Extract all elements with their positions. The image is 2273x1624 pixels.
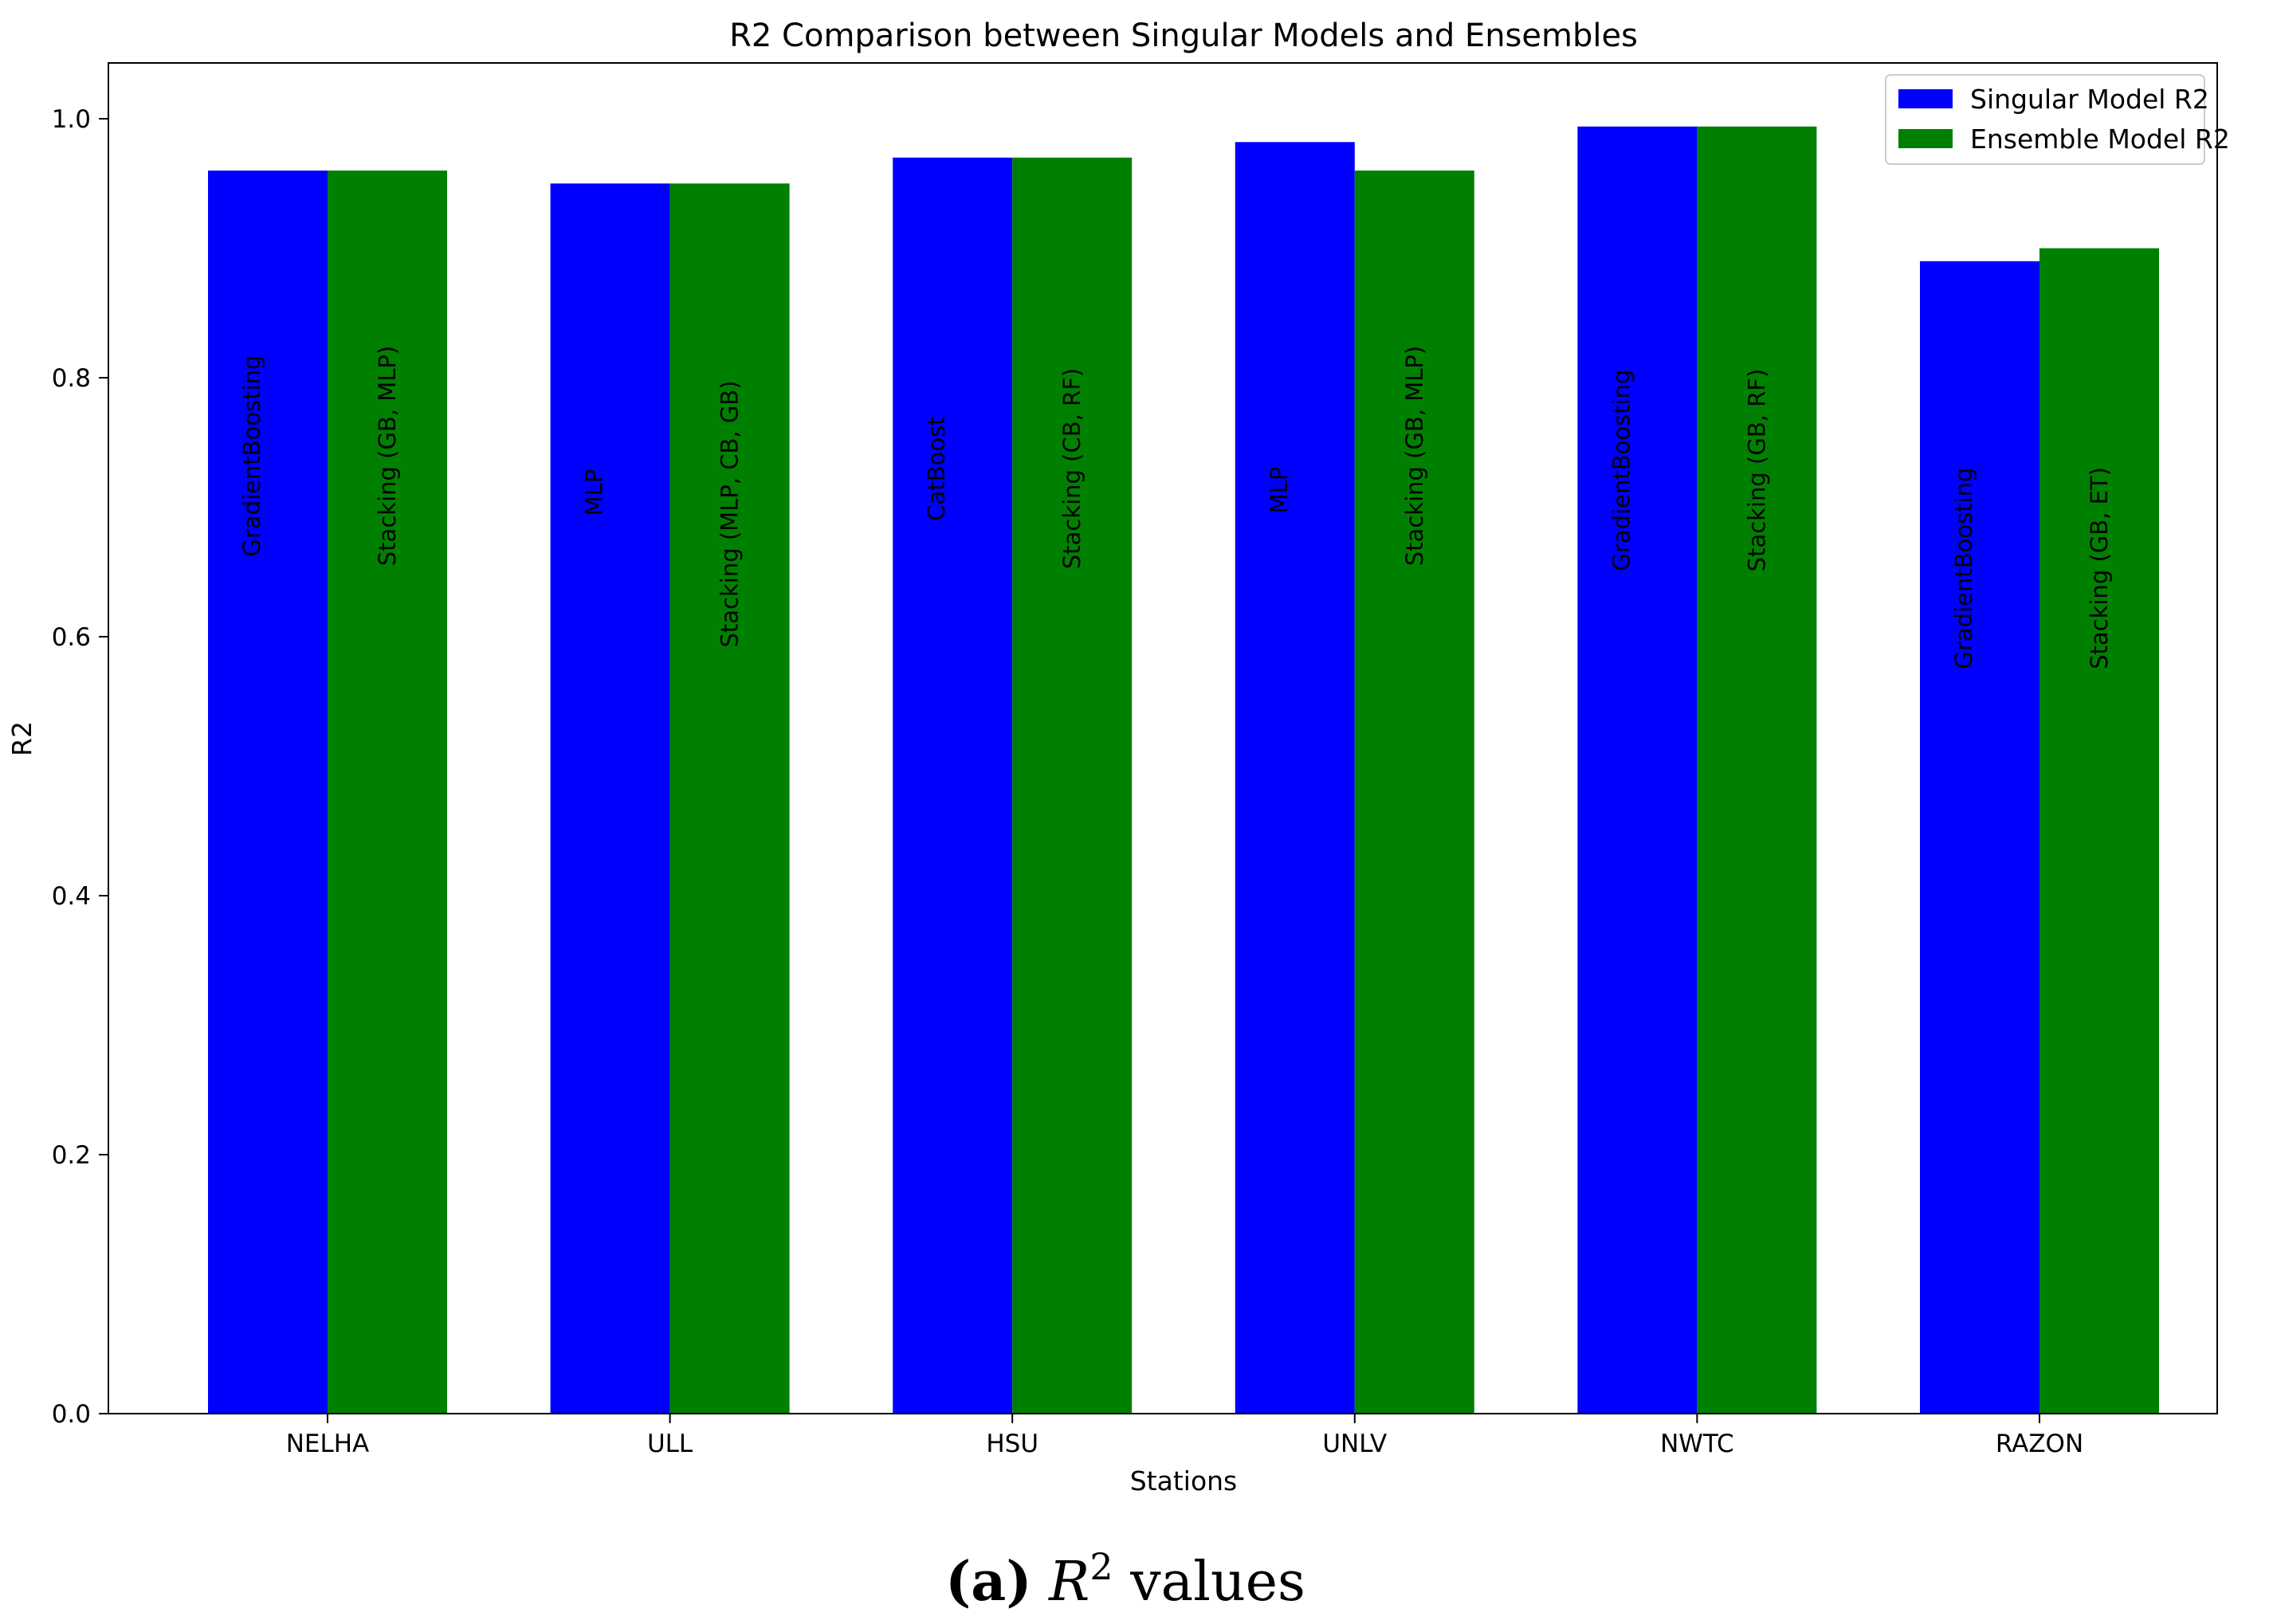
- y-tick-label-1.0: 1.0: [52, 105, 91, 134]
- bar-ensemble-nwtc: [1697, 126, 1817, 1414]
- legend-swatch-ensemble: [1898, 129, 1953, 148]
- bar-singular-nelha: [208, 171, 328, 1414]
- y-tick-label-0.2: 0.2: [52, 1141, 91, 1170]
- y-tick-label-0.8: 0.8: [52, 364, 91, 393]
- bar-label-singular-hsu: CatBoost: [923, 416, 950, 520]
- bar-label-ensemble-hsu: Stacking (CB, RF): [1058, 368, 1085, 569]
- bar-ensemble-ull: [669, 183, 790, 1414]
- legend-label-singular: Singular Model R2: [1970, 84, 2209, 115]
- y-tick-label-0.4: 0.4: [52, 882, 91, 911]
- bar-label-singular-nelha: GradientBoosting: [238, 355, 265, 557]
- bar-label-ensemble-nelha: Stacking (GB, MLP): [374, 346, 401, 566]
- caption-label: (a): [945, 1550, 1031, 1614]
- caption-symbol: R: [1047, 1551, 1089, 1614]
- bar-ensemble-nelha: [328, 171, 447, 1414]
- bar-label-ensemble-unlv: Stacking (GB, MLP): [1401, 346, 1428, 566]
- x-axis-label: Stations: [1130, 1465, 1238, 1497]
- bar-ensemble-razon: [2039, 248, 2159, 1414]
- bar-label-singular-razon: GradientBoosting: [1950, 468, 1977, 669]
- chart-title: R2 Comparison between Singular Models an…: [729, 18, 1638, 54]
- bar-ensemble-hsu: [1012, 157, 1133, 1414]
- figure-caption: (a) R2 values: [945, 1545, 1305, 1614]
- legend: Singular Model R2 Ensemble Model R2: [1885, 74, 2230, 165]
- caption-suffix: values: [1129, 1551, 1305, 1614]
- x-tick-label-unlv: UNLV: [1322, 1430, 1387, 1458]
- x-tick-label-nelha: NELHA: [286, 1430, 370, 1458]
- legend-label-ensemble: Ensemble Model R2: [1970, 124, 2230, 155]
- bar-singular-nwtc: [1577, 126, 1698, 1414]
- bar-singular-hsu: [893, 157, 1013, 1414]
- x-tick-label-razon: RAZON: [1996, 1430, 2083, 1458]
- y-tick-label-0.6: 0.6: [52, 623, 91, 652]
- caption-exponent: 2: [1089, 1545, 1113, 1588]
- x-tick-label-hsu: HSU: [986, 1430, 1038, 1458]
- plot-frame: [108, 62, 2218, 1414]
- x-tick-label-ull: ULL: [647, 1430, 693, 1458]
- y-axis-label: R2: [6, 721, 37, 756]
- bar-ensemble-unlv: [1354, 171, 1474, 1414]
- legend-box: [1885, 74, 2205, 165]
- bar-label-ensemble-razon: Stacking (GB, ET): [2086, 467, 2113, 669]
- bar-label-singular-ull: MLP: [581, 469, 608, 516]
- y-tick-label-0.0: 0.0: [52, 1400, 91, 1429]
- y-axis-ticks: 0.0 0.2 0.4 0.6 0.8 1.0: [52, 105, 108, 1429]
- bar-singular-unlv: [1235, 142, 1355, 1414]
- bar-singular-ull: [550, 183, 670, 1414]
- bar-label-singular-unlv: MLP: [1266, 467, 1293, 514]
- bar-singular-razon: [1920, 261, 2039, 1414]
- x-axis-ticks: NELHA ULL HSU UNLV NWTC RAZON: [286, 1414, 2083, 1458]
- legend-swatch-singular: [1898, 89, 1953, 108]
- bar-label-ensemble-ull: Stacking (MLP, CB, GB): [716, 380, 744, 647]
- bar-label-singular-nwtc: GradientBoosting: [1608, 370, 1635, 571]
- bars-group: [208, 126, 2159, 1414]
- x-tick-label-nwtc: NWTC: [1660, 1430, 1734, 1458]
- bar-labels-group: GradientBoosting Stacking (GB, MLP) MLP Sta…: [238, 346, 2113, 669]
- bar-label-ensemble-nwtc: Stacking (GB, RF): [1743, 369, 1770, 572]
